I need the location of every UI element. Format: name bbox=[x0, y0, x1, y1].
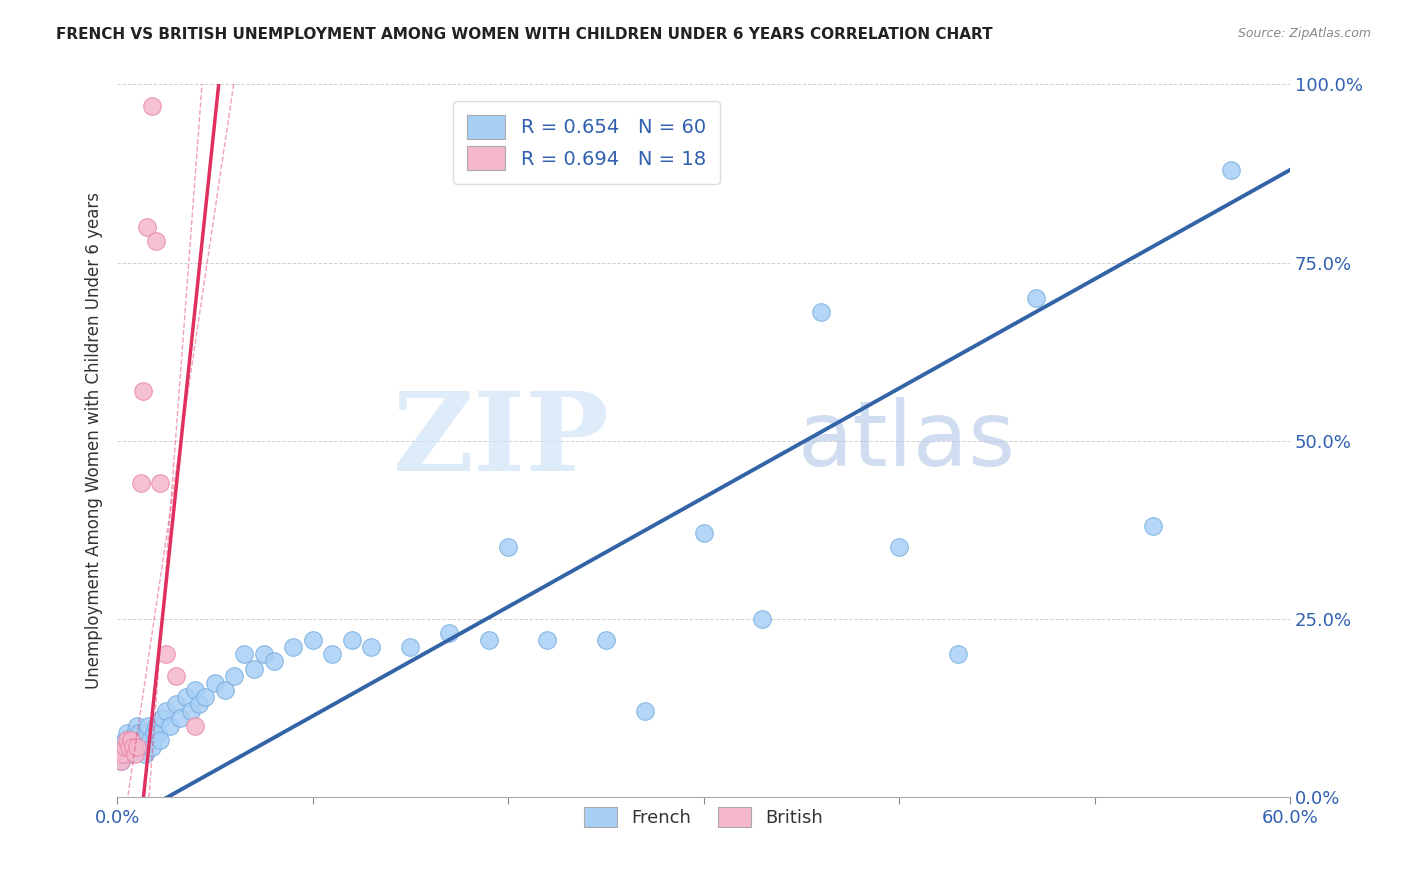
Point bbox=[149, 732, 172, 747]
Point bbox=[595, 633, 617, 648]
Point bbox=[155, 704, 177, 718]
Point bbox=[243, 662, 266, 676]
Point bbox=[114, 739, 136, 754]
Point bbox=[946, 648, 969, 662]
Legend: French, British: French, British bbox=[576, 800, 830, 834]
Point bbox=[121, 739, 143, 754]
Point bbox=[478, 633, 501, 648]
Point bbox=[165, 697, 187, 711]
Point bbox=[159, 718, 181, 732]
Point bbox=[360, 640, 382, 655]
Point bbox=[340, 633, 363, 648]
Point bbox=[125, 732, 148, 747]
Point bbox=[1142, 519, 1164, 533]
Point bbox=[124, 725, 146, 739]
Point bbox=[184, 682, 207, 697]
Point bbox=[134, 747, 156, 761]
Point bbox=[124, 747, 146, 761]
Point bbox=[536, 633, 558, 648]
Point bbox=[233, 648, 256, 662]
Point bbox=[128, 725, 150, 739]
Point bbox=[115, 732, 138, 747]
Point bbox=[399, 640, 422, 655]
Point bbox=[129, 739, 152, 754]
Point bbox=[118, 739, 141, 754]
Point bbox=[1025, 291, 1047, 305]
Point bbox=[634, 704, 657, 718]
Point bbox=[184, 718, 207, 732]
Point bbox=[253, 648, 276, 662]
Y-axis label: Unemployment Among Women with Children Under 6 years: Unemployment Among Women with Children U… bbox=[86, 192, 103, 690]
Point bbox=[188, 697, 211, 711]
Point bbox=[155, 648, 177, 662]
Point bbox=[120, 732, 142, 747]
Point bbox=[204, 675, 226, 690]
Point bbox=[135, 725, 157, 739]
Point bbox=[174, 690, 197, 704]
Point bbox=[439, 626, 461, 640]
Point bbox=[751, 612, 773, 626]
Point bbox=[125, 718, 148, 732]
Point bbox=[810, 305, 832, 319]
Point bbox=[141, 739, 163, 754]
Point bbox=[224, 668, 246, 682]
Point bbox=[118, 747, 141, 761]
Point bbox=[180, 704, 202, 718]
Point bbox=[135, 219, 157, 234]
Point bbox=[110, 754, 132, 768]
Text: atlas: atlas bbox=[797, 397, 1015, 484]
Point bbox=[110, 754, 132, 768]
Point bbox=[145, 718, 167, 732]
Point bbox=[194, 690, 217, 704]
Point bbox=[138, 718, 160, 732]
Point bbox=[115, 739, 138, 754]
Point bbox=[121, 739, 143, 754]
Point bbox=[131, 384, 153, 398]
Point bbox=[114, 732, 136, 747]
Point bbox=[169, 711, 191, 725]
Text: FRENCH VS BRITISH UNEMPLOYMENT AMONG WOMEN WITH CHILDREN UNDER 6 YEARS CORRELATI: FRENCH VS BRITISH UNEMPLOYMENT AMONG WOM… bbox=[56, 27, 993, 42]
Point bbox=[148, 725, 170, 739]
Point bbox=[150, 711, 173, 725]
Point bbox=[321, 648, 343, 662]
Point bbox=[496, 541, 519, 555]
Point bbox=[125, 739, 148, 754]
Point bbox=[139, 732, 162, 747]
Point bbox=[165, 668, 187, 682]
Point bbox=[145, 234, 167, 248]
Point bbox=[887, 541, 910, 555]
Point bbox=[112, 747, 135, 761]
Point bbox=[112, 747, 135, 761]
Point bbox=[214, 682, 236, 697]
Text: Source: ZipAtlas.com: Source: ZipAtlas.com bbox=[1237, 27, 1371, 40]
Point bbox=[263, 655, 285, 669]
Point bbox=[131, 732, 153, 747]
Point bbox=[301, 633, 323, 648]
Point bbox=[1220, 162, 1243, 177]
Point bbox=[129, 476, 152, 491]
Point bbox=[141, 99, 163, 113]
Point bbox=[115, 725, 138, 739]
Text: ZIP: ZIP bbox=[394, 387, 610, 494]
Point bbox=[120, 732, 142, 747]
Point bbox=[281, 640, 304, 655]
Point bbox=[149, 476, 172, 491]
Point bbox=[692, 526, 714, 541]
Point bbox=[143, 725, 166, 739]
